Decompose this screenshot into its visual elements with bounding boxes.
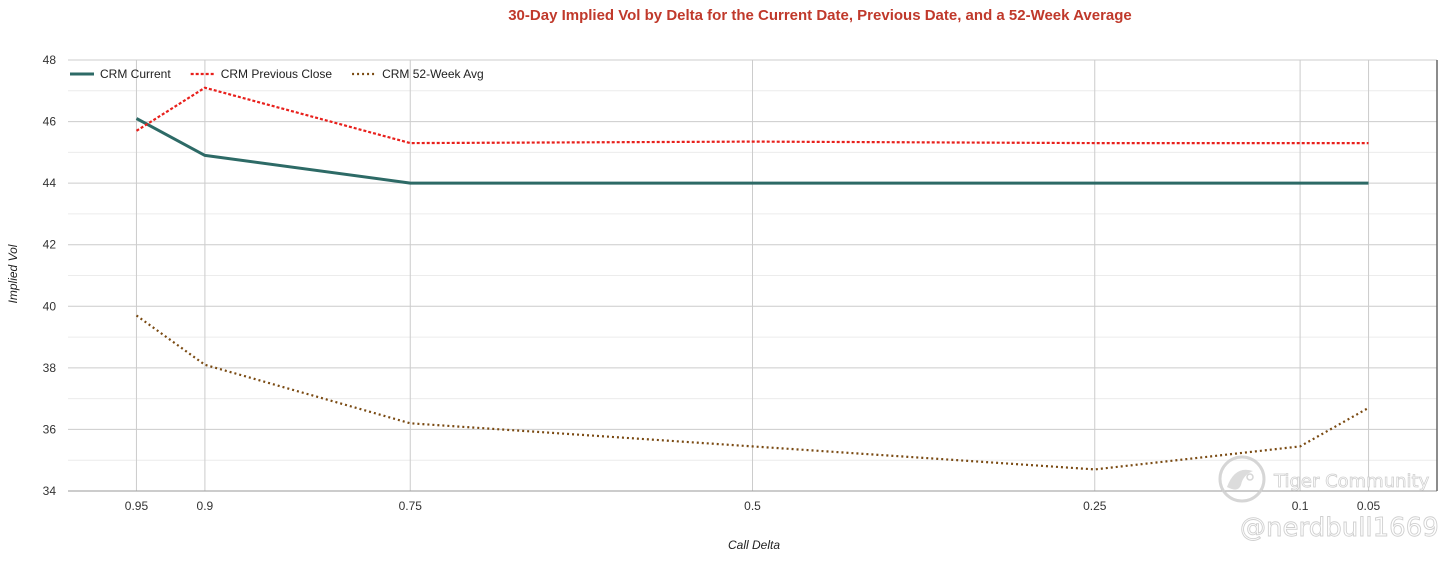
y-tick-label: 44 — [43, 176, 57, 190]
y-axis-title: Implied Vol — [6, 244, 20, 303]
y-axis: 34 36 38 40 42 44 46 48 — [43, 53, 57, 498]
y-tick-label: 42 — [43, 238, 57, 252]
y-tick-label: 38 — [43, 361, 57, 375]
x-tick-label: 0.1 — [1292, 499, 1309, 513]
x-axis-title: Call Delta — [728, 538, 780, 552]
watermark-handle: @nerdbull1669 — [1240, 513, 1439, 543]
y-tick-label: 40 — [43, 299, 57, 313]
legend-label: CRM Current — [100, 67, 171, 81]
legend-item-1: CRM Current — [70, 67, 171, 81]
x-tick-label: 0.05 — [1357, 499, 1381, 513]
legend-item-3: CRM 52-Week Avg — [352, 67, 484, 81]
legend-label: CRM 52-Week Avg — [382, 67, 484, 81]
x-tick-label: 0.95 — [125, 499, 149, 513]
x-tick-label: 0.25 — [1083, 499, 1107, 513]
watermark: Tiger Community @nerdbull1669 — [1218, 455, 1439, 543]
x-tick-label: 0.9 — [197, 499, 214, 513]
legend-item-2: CRM Previous Close — [190, 67, 333, 81]
series-line-2 — [135, 86, 1369, 145]
legend: CRM Current CRM Previous Close CRM 52-Week… — [70, 67, 484, 81]
y-tick-label: 36 — [43, 422, 57, 436]
x-axis: 0.95 0.9 0.75 0.5 0.25 0.1 0.05 — [125, 499, 1381, 513]
series-line-3 — [135, 314, 1370, 471]
legend-label: CRM Previous Close — [221, 67, 333, 81]
series-line-1 — [135, 117, 1369, 185]
y-tick-label: 48 — [43, 53, 57, 67]
watermark-brand: Tiger Community — [1273, 471, 1430, 492]
x-tick-label: 0.5 — [744, 499, 761, 513]
y-tick-label: 34 — [43, 484, 57, 498]
grid — [68, 59, 1438, 492]
chart-title: 30-Day Implied Vol by Delta for the Curr… — [508, 7, 1132, 24]
y-tick-label: 46 — [43, 115, 57, 129]
tiger-logo-icon — [1218, 455, 1266, 503]
x-tick-label: 0.75 — [399, 499, 423, 513]
series-layer — [135, 86, 1370, 471]
